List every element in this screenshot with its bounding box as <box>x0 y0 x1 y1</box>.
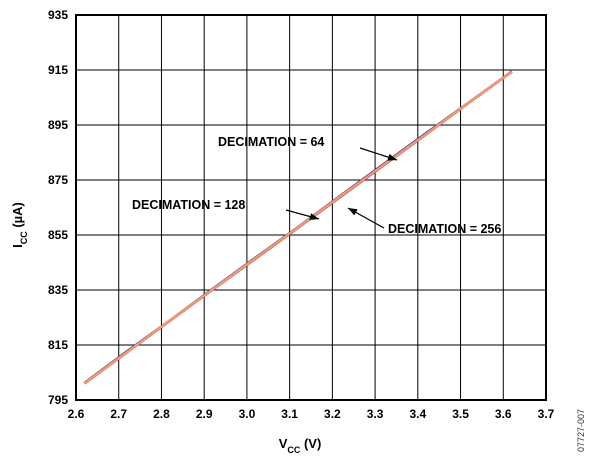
x-tick-labels: 2.6 2.7 2.8 2.9 3.0 3.1 3.2 3.3 3.4 3.5 3.6 3.7 <box>68 407 555 421</box>
y-tick-label: 855 <box>48 228 68 242</box>
annotation-label: DECIMATION = 128 <box>132 198 245 212</box>
annotation-arrowhead <box>348 208 358 216</box>
x-tick-label: 3.1 <box>281 407 298 421</box>
figure-id: 07727-007 <box>576 409 586 452</box>
x-tick-label: 2.7 <box>110 407 127 421</box>
x-tick-label: 2.9 <box>196 407 213 421</box>
x-tick-label: 3.2 <box>324 407 341 421</box>
y-tick-label: 835 <box>48 283 68 297</box>
plot-frame <box>75 14 547 401</box>
y-tick-label: 815 <box>48 338 68 352</box>
annotations: DECIMATION = 64 DECIMATION = 128 DECIMATIO… <box>132 135 501 236</box>
y-tick-labels: 795 815 835 855 875 895 915 935 <box>48 8 68 407</box>
x-tick-label: 3.5 <box>452 407 469 421</box>
series-line <box>83 70 513 385</box>
annotation-arrowhead <box>387 153 397 161</box>
annotation-label: DECIMATION = 64 <box>218 135 324 149</box>
y-tick-label: 935 <box>48 8 68 22</box>
x-tick-label: 3.4 <box>409 407 426 421</box>
y-tick-label: 795 <box>48 393 68 407</box>
y-tick-label: 895 <box>48 118 68 132</box>
series-lines <box>83 70 513 385</box>
x-tick-label: 3.0 <box>239 407 256 421</box>
y-axis-title: ICC (µA) <box>10 202 29 248</box>
x-tick-label: 3.3 <box>367 407 384 421</box>
x-tick-label: 3.6 <box>495 407 512 421</box>
x-axis-title: VCC (V) <box>279 436 322 455</box>
x-tick-label: 2.6 <box>68 407 85 421</box>
y-tick-label: 875 <box>48 173 68 187</box>
annotation-arrowhead <box>309 213 319 220</box>
annotation-label: DECIMATION = 256 <box>388 222 501 236</box>
x-tick-label: 2.8 <box>153 407 170 421</box>
x-tick-label: 3.7 <box>538 407 555 421</box>
y-tick-label: 915 <box>48 63 68 77</box>
